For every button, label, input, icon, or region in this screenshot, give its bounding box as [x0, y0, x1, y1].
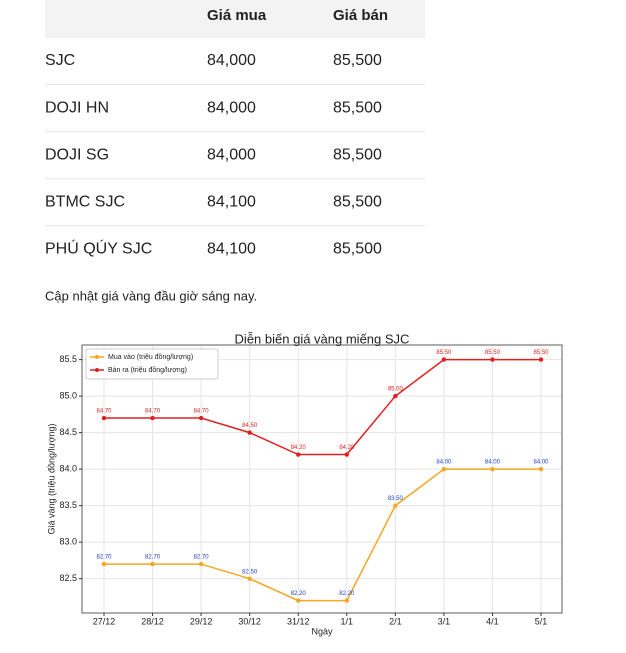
y-axis-label: Giá vàng (triệu đồng/lượng)	[46, 424, 56, 535]
series-line	[104, 468, 541, 602]
x-tick-label: 1/1	[341, 616, 354, 626]
x-tick-label: 3/1	[438, 616, 451, 626]
y-tick-label: 82.5	[59, 573, 77, 583]
data-label: 82.70	[145, 555, 161, 561]
table-cell: SJC	[45, 52, 75, 69]
table-header: Giá mua	[207, 7, 267, 24]
table-cell: 84,100	[207, 241, 256, 258]
chart-title: Diễn biến giá vàng miếng SJC	[235, 331, 410, 346]
data-point	[490, 357, 495, 362]
data-label: 85.00	[388, 387, 404, 393]
data-point	[150, 415, 155, 421]
data-label: 82.20	[291, 591, 307, 597]
data-point	[150, 561, 155, 567]
y-tick-label: 83.5	[59, 500, 77, 510]
table-cell: BTMC SJC	[45, 194, 125, 211]
data-label: 85.50	[436, 350, 452, 356]
data-point	[538, 357, 544, 362]
data-point	[490, 466, 495, 472]
table-cell: 85,500	[333, 241, 382, 258]
x-tick-label: 2/1	[389, 616, 402, 626]
x-tick-label: 30/12	[238, 616, 261, 626]
legend-marker	[95, 368, 99, 372]
data-point	[441, 466, 447, 472]
y-tick-label: 84.0	[59, 464, 77, 474]
series-line	[104, 358, 541, 456]
data-point	[393, 393, 398, 399]
data-point	[344, 598, 349, 603]
data-label: 83.50	[388, 496, 404, 502]
x-tick-label: 29/12	[190, 616, 213, 626]
data-label: 84.70	[145, 409, 161, 415]
data-label: 84.70	[194, 409, 210, 415]
data-point	[538, 466, 544, 472]
x-tick-label: 4/1	[486, 616, 499, 626]
x-axis-label: Ngày	[311, 626, 333, 636]
data-point	[247, 576, 252, 581]
data-label: 84.50	[242, 423, 258, 429]
data-point	[441, 357, 447, 362]
table-cell: DOJI SG	[45, 146, 109, 163]
data-label: 84.20	[339, 445, 355, 451]
table-cell: 85,500	[333, 52, 382, 69]
x-tick-label: 27/12	[93, 616, 116, 626]
data-point	[344, 452, 349, 457]
data-label: 84.20	[291, 445, 307, 451]
table-cell: 84,000	[207, 146, 256, 163]
table-cell: 85,500	[333, 194, 382, 211]
table-cell: PHÚ QÚY SJC	[45, 239, 152, 258]
data-label: 84.00	[485, 460, 501, 466]
table-cell: 85,500	[333, 146, 382, 163]
legend-label: Bán ra (triệu đồng/lượng)	[108, 365, 187, 374]
data-label: 84.00	[436, 460, 452, 466]
x-tick-label: 28/12	[141, 616, 164, 626]
table-cell: 84,000	[207, 52, 256, 69]
table-header-bg	[45, 0, 425, 38]
table-header: Giá bán	[333, 7, 388, 24]
data-label: 84.00	[533, 460, 549, 466]
legend-box	[85, 348, 219, 380]
data-label: 82.70	[96, 555, 112, 561]
data-point	[101, 415, 107, 421]
caption: Cập nhật giá vàng đầu giờ sáng nay.	[45, 288, 257, 303]
data-point	[198, 415, 204, 421]
data-point	[101, 561, 107, 567]
data-label: 84.70	[96, 409, 112, 415]
table-cell: 85,500	[333, 99, 382, 116]
y-tick-label: 83.0	[59, 537, 77, 547]
data-point	[296, 598, 301, 603]
y-tick-label: 85.5	[59, 354, 77, 364]
legend-label: Mua vào (triệu đồng/lượng)	[108, 352, 193, 361]
data-label: 82.20	[339, 591, 355, 597]
x-tick-label: 31/12	[287, 616, 310, 626]
data-point	[393, 503, 398, 508]
y-tick-label: 85.0	[59, 390, 77, 400]
data-point	[247, 430, 252, 435]
data-label: 85.50	[485, 350, 501, 356]
data-point	[296, 452, 301, 457]
y-tick-label: 84.5	[59, 427, 77, 437]
legend-marker	[95, 355, 99, 359]
data-label: 85.50	[533, 350, 549, 356]
plot-frame	[81, 344, 563, 614]
data-label: 82.50	[242, 569, 258, 575]
table-cell: 84,100	[207, 194, 256, 211]
data-point	[198, 561, 204, 567]
table-cell: 84,000	[207, 99, 256, 116]
data-label: 82.70	[194, 555, 210, 561]
table-cell: DOJI HN	[45, 99, 109, 116]
x-tick-label: 5/1	[535, 616, 548, 626]
